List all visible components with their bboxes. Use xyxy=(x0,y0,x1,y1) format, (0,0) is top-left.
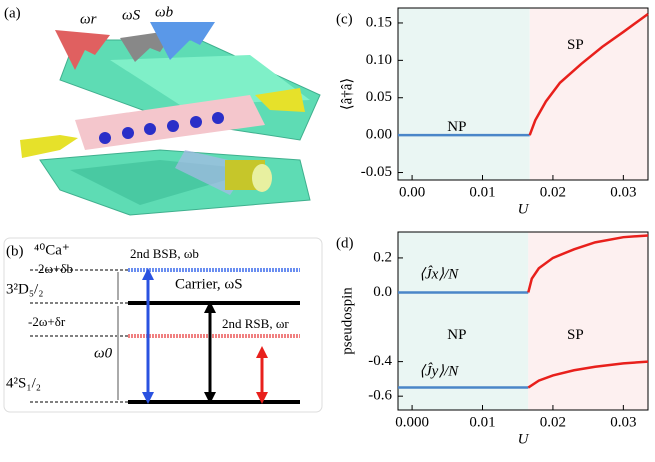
y-tick-label: 0.0 xyxy=(373,284,392,300)
region-np xyxy=(398,232,529,410)
annotation: ⟨Ĵx⟩/N xyxy=(419,266,459,283)
region-sp xyxy=(528,232,648,410)
carrier-label: Carrier, ωS xyxy=(175,276,243,292)
region-np xyxy=(398,8,530,180)
x-tick-label: 0.02 xyxy=(540,184,566,200)
x-tick-label: 0.00 xyxy=(399,184,425,200)
annotation: NP xyxy=(447,327,466,343)
x-tick-label: 0.02 xyxy=(540,414,566,430)
data-line xyxy=(527,234,649,293)
y-tick-label: -0.05 xyxy=(361,164,392,180)
data-line xyxy=(527,360,649,389)
panel-b-frame xyxy=(3,237,323,413)
y-tick-label: 0.2 xyxy=(373,249,392,265)
y-tick-label: -0.6 xyxy=(368,388,392,404)
y-tick-label: 0.00 xyxy=(366,127,392,143)
x-axis-label: U xyxy=(518,201,530,217)
panel-label: (a) xyxy=(4,5,21,21)
bsb-label: 2nd BSB, ωb xyxy=(130,246,199,261)
delta-r: -2ω+δr xyxy=(28,314,66,329)
level-d: 3²D₅/₂ xyxy=(6,281,43,297)
rsb-label: 2nd RSB, ωr xyxy=(222,316,289,331)
omega-b: ωb xyxy=(155,4,174,20)
x-tick-label: 0.000 xyxy=(395,414,429,430)
energy-levels xyxy=(30,268,300,404)
omega-s: ωS xyxy=(122,7,141,23)
x-tick-label: 0.01 xyxy=(469,184,495,200)
level-s: 4²S₁/₂ xyxy=(6,375,41,391)
trap-illustration xyxy=(20,22,321,216)
data-line xyxy=(528,12,649,136)
x-axis-label: U xyxy=(518,431,530,447)
x-tick-label: 0.03 xyxy=(610,414,636,430)
omega-r: ωr xyxy=(80,11,97,27)
omega0: ω0 xyxy=(94,345,113,361)
annotation: NP xyxy=(447,119,466,135)
y-axis-label: pseudospin xyxy=(339,287,355,355)
delta-b: 2ω+δb xyxy=(38,261,73,276)
x-tick-label: 0.01 xyxy=(469,414,495,430)
y-tick-label: 0.05 xyxy=(366,89,392,105)
ion-label: ⁴⁰Ca⁺ xyxy=(34,242,70,258)
annotation: SP xyxy=(567,37,584,53)
panel-label: (c) xyxy=(336,11,353,27)
y-tick-label: 0.15 xyxy=(366,14,392,30)
annotation: SP xyxy=(567,327,584,343)
x-tick-label: 0.03 xyxy=(610,184,636,200)
y-axis-label: ⟨â†â⟩ xyxy=(339,78,355,111)
annotation: ⟨Ĵy⟩/N xyxy=(419,362,459,379)
y-tick-label: -0.4 xyxy=(368,353,392,369)
region-sp xyxy=(529,8,648,180)
y-tick-label: 0.10 xyxy=(366,52,392,68)
plot-frame xyxy=(397,7,649,181)
panel-label: (b) xyxy=(6,243,24,259)
plot-frame xyxy=(397,231,649,411)
panel-label: (d) xyxy=(336,235,354,251)
